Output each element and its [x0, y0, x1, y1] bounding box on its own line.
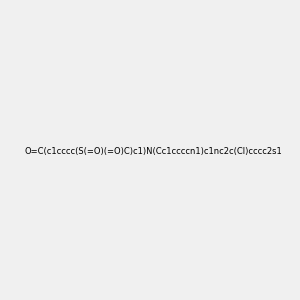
Text: O=C(c1cccc(S(=O)(=O)C)c1)N(Cc1ccccn1)c1nc2c(Cl)cccc2s1: O=C(c1cccc(S(=O)(=O)C)c1)N(Cc1ccccn1)c1n… — [25, 147, 283, 156]
